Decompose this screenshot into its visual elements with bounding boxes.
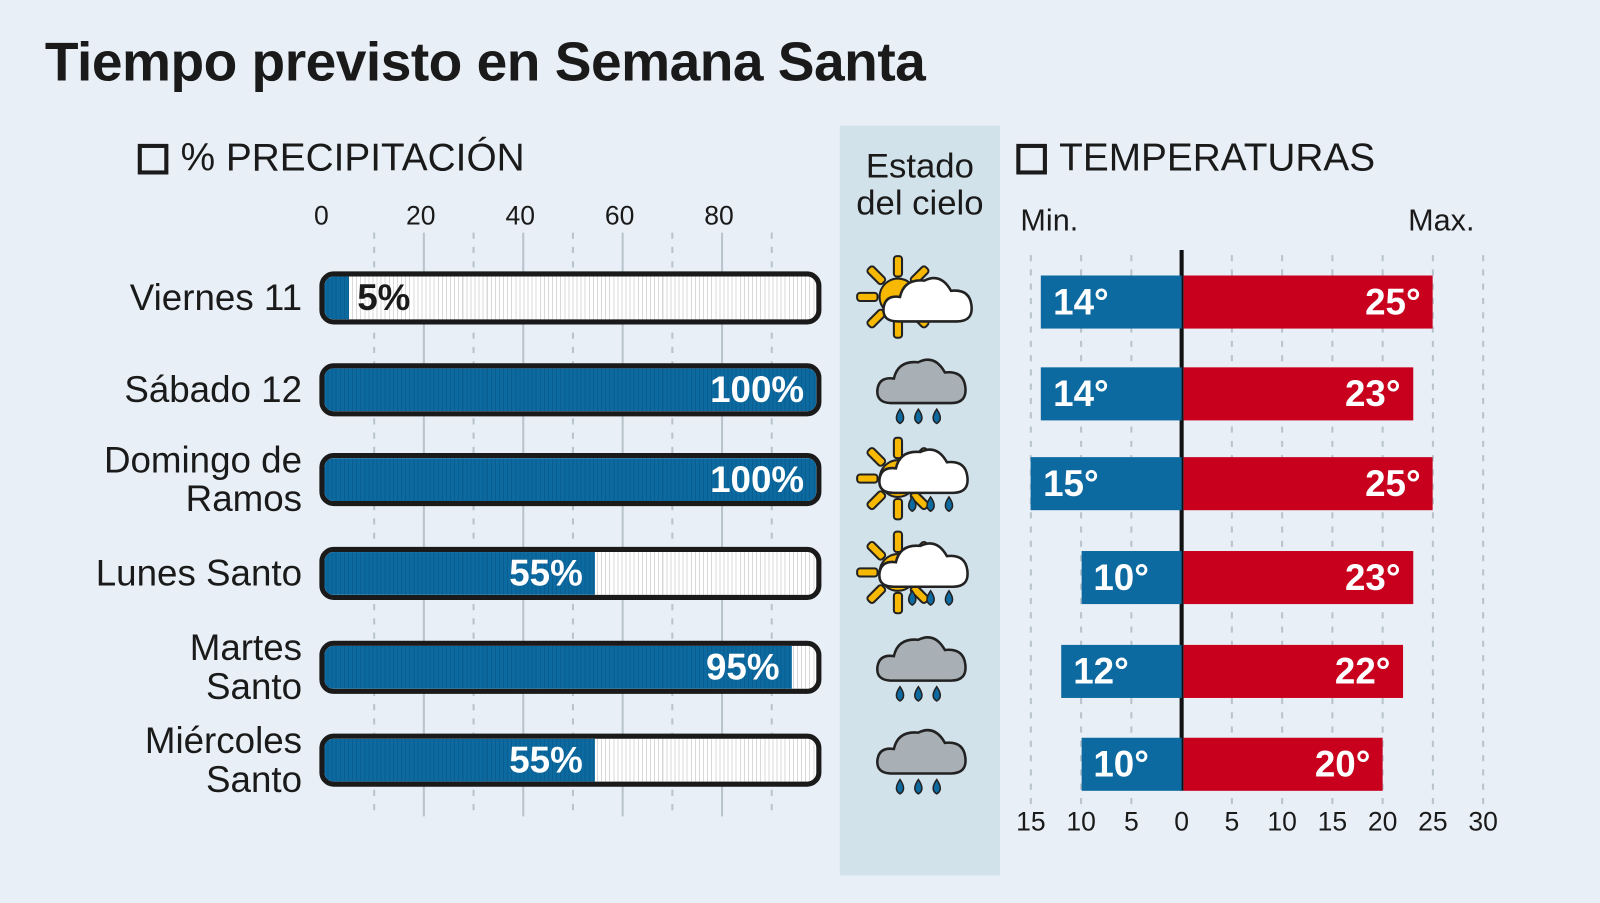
sun-cloud-icon bbox=[849, 252, 987, 346]
precip-tick-label: 60 bbox=[604, 199, 635, 231]
precip-bar: 55% bbox=[319, 733, 822, 787]
precip-bar: 95% bbox=[319, 640, 822, 694]
precip-bar-fill bbox=[324, 458, 817, 502]
precip-bar: 100% bbox=[319, 363, 822, 417]
precip-value-label: 100% bbox=[710, 458, 805, 500]
day-label-line: Santo bbox=[206, 758, 303, 800]
max-temp-label: 23° bbox=[1344, 372, 1401, 415]
min-temp-bar: 14° bbox=[1040, 275, 1182, 329]
sky-header-line: Estado bbox=[865, 146, 974, 186]
max-label: Max. bbox=[1408, 204, 1475, 238]
temp-tick-label: 5 bbox=[1123, 806, 1139, 837]
min-temp-label: 10° bbox=[1093, 556, 1149, 598]
day-label-line: Domingo de bbox=[103, 438, 303, 481]
max-temp-label: 25° bbox=[1365, 280, 1421, 323]
temp-tick-label: 10 bbox=[1267, 806, 1297, 837]
precip-value-label: 95% bbox=[705, 645, 780, 688]
max-temp-label: 25° bbox=[1365, 462, 1421, 505]
max-temp-bar: 22° bbox=[1183, 644, 1403, 698]
day-label: Domingo de Ramos bbox=[103, 438, 303, 520]
legend-box-icon bbox=[137, 143, 169, 174]
day-label: Miércoles Santo bbox=[145, 721, 302, 799]
day-label-line: Miércoles bbox=[144, 719, 303, 762]
sky-header: Estado del cielo bbox=[840, 148, 1000, 221]
precip-bar-fill bbox=[324, 738, 595, 782]
precip-bar-fill bbox=[324, 368, 817, 412]
precip-bar-fill bbox=[324, 645, 792, 689]
precip-bar: 100% bbox=[319, 453, 822, 507]
precip-tick-label: 20 bbox=[406, 199, 436, 231]
max-temp-bar: 23° bbox=[1183, 367, 1413, 421]
min-temp-label: 14° bbox=[1053, 372, 1109, 415]
temp-tick-label: 5 bbox=[1224, 806, 1240, 837]
precip-tick-label: 0 bbox=[314, 199, 329, 231]
precip-tick-label: 40 bbox=[505, 199, 535, 231]
precip-tick-label: 80 bbox=[704, 199, 734, 231]
rain-cloud-icon bbox=[849, 714, 987, 808]
min-temp-bar: 15° bbox=[1030, 457, 1182, 511]
day-label-line: Martes bbox=[189, 626, 303, 669]
min-temp-bar: 12° bbox=[1061, 644, 1182, 698]
precip-bar: 55% bbox=[319, 546, 822, 600]
day-label: Lunes Santo bbox=[96, 554, 302, 593]
precip-value-label: 55% bbox=[509, 552, 583, 594]
temp-tick-label: 0 bbox=[1174, 806, 1190, 837]
max-temp-bar: 20° bbox=[1183, 737, 1383, 791]
rain-cloud-icon bbox=[849, 621, 987, 715]
min-temp-bar: 14° bbox=[1040, 367, 1182, 421]
min-temp-label: 10° bbox=[1093, 742, 1149, 785]
legend-box-icon bbox=[1016, 143, 1047, 174]
day-label: Sábado 12 bbox=[124, 370, 302, 409]
temp-tick-label: 30 bbox=[1468, 806, 1498, 837]
precip-header: % PRECIPITACIÓN bbox=[137, 136, 525, 181]
temp-tick-label: 25 bbox=[1418, 806, 1448, 837]
temp-header: TEMPERATURAS bbox=[1016, 137, 1375, 181]
min-temp-label: 14° bbox=[1053, 280, 1109, 323]
temp-tick-label: 20 bbox=[1367, 806, 1398, 837]
page-title: Tiempo previsto en Semana Santa bbox=[44, 31, 926, 93]
day-label-line: Santo bbox=[206, 665, 303, 708]
day-label: Viernes 11 bbox=[129, 276, 303, 319]
max-temp-label: 22° bbox=[1334, 649, 1391, 692]
min-label: Min. bbox=[1020, 204, 1079, 238]
precip-value-label: 100% bbox=[710, 368, 805, 411]
sun-cloud-rain-icon bbox=[849, 528, 987, 622]
max-temp-label: 20° bbox=[1314, 742, 1371, 785]
day-label-line: Viernes 11 bbox=[129, 276, 303, 319]
precip-value-label: 5% bbox=[357, 276, 411, 319]
precip-bar-fill bbox=[324, 552, 595, 595]
day-label-line: Sábado 12 bbox=[124, 368, 303, 411]
max-temp-bar: 25° bbox=[1183, 275, 1433, 329]
min-temp-label: 12° bbox=[1073, 649, 1129, 692]
min-temp-bar: 10° bbox=[1081, 737, 1182, 791]
precip-value-label: 55% bbox=[509, 738, 583, 781]
precip-bar-fill bbox=[324, 276, 350, 320]
sky-header-line: del cielo bbox=[856, 183, 984, 223]
precip-bar: 5% bbox=[319, 271, 822, 325]
min-temp-label: 15° bbox=[1043, 462, 1099, 505]
max-temp-bar: 23° bbox=[1183, 551, 1413, 605]
max-temp-label: 23° bbox=[1344, 556, 1401, 598]
min-temp-bar: 10° bbox=[1081, 551, 1182, 605]
max-temp-bar: 25° bbox=[1183, 457, 1433, 511]
temp-tick-label: 15 bbox=[1016, 806, 1046, 837]
rain-cloud-icon bbox=[849, 344, 987, 438]
day-label: Martes Santo bbox=[189, 626, 303, 708]
precip-header-label: % PRECIPITACIÓN bbox=[180, 136, 525, 180]
temp-header-label: TEMPERATURAS bbox=[1059, 136, 1376, 180]
temp-tick-label: 15 bbox=[1317, 806, 1348, 837]
day-label-line: Ramos bbox=[185, 477, 303, 520]
sun-cloud-rain-icon bbox=[849, 434, 987, 528]
day-label-line: Lunes Santo bbox=[95, 552, 303, 594]
temp-tick-label: 10 bbox=[1066, 806, 1096, 837]
